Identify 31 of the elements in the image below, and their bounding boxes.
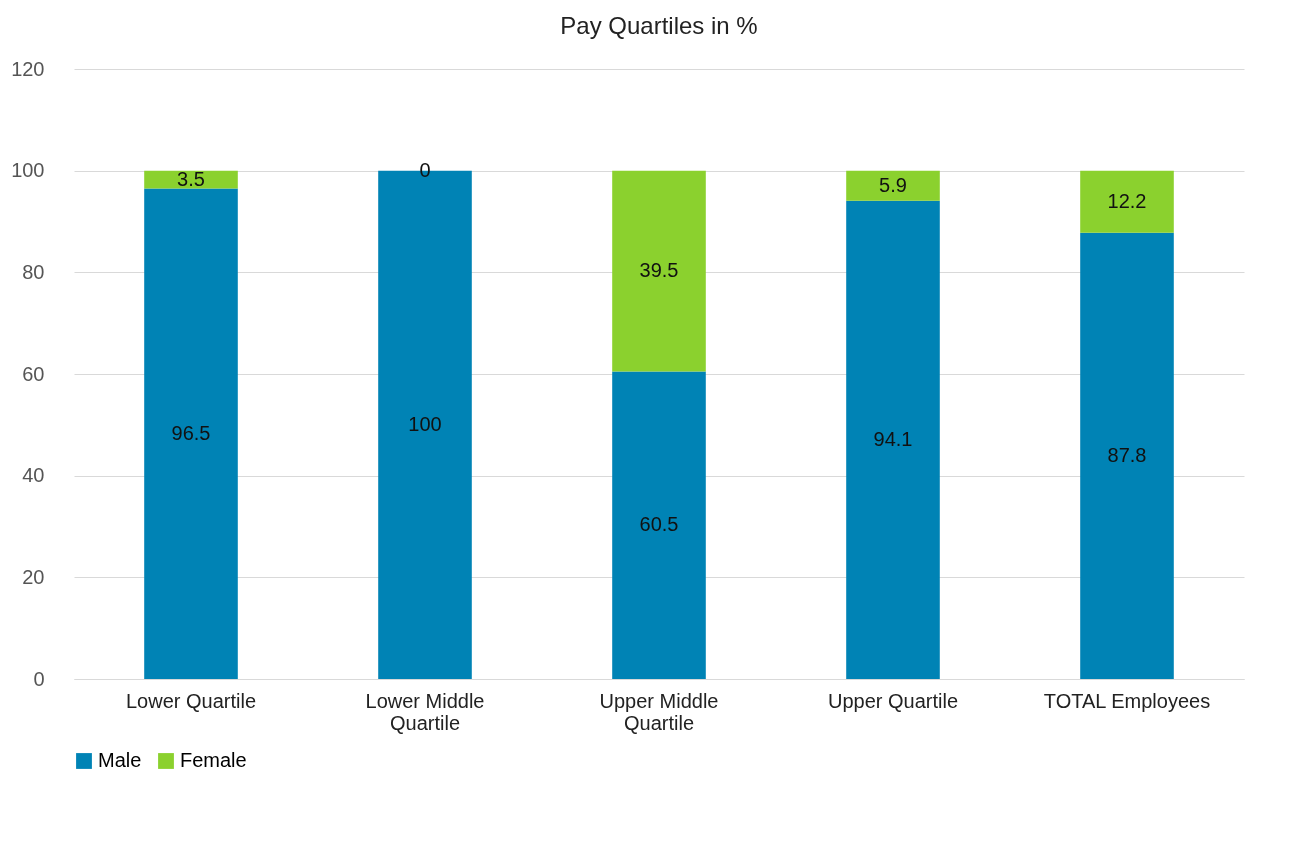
bar: [846, 200, 940, 679]
legend-label: Male: [98, 749, 142, 771]
y-tick-label: 120: [11, 57, 45, 80]
legend-label: Female: [180, 749, 247, 771]
x-tick-label: Lower Middle Quartile: [365, 689, 485, 734]
data-label: 39.5: [639, 259, 679, 282]
y-tick-label: 80: [22, 260, 45, 283]
bar: [612, 170, 706, 372]
data-label: 12.2: [1107, 189, 1147, 212]
y-tick-label: 0: [33, 667, 45, 690]
data-label: 96.5: [171, 421, 211, 444]
bar: [1080, 170, 1174, 233]
data-label: 94.1: [873, 427, 913, 450]
data-label: 87.8: [1107, 443, 1147, 466]
data-label: 5.9: [879, 173, 907, 196]
data-label: 60.5: [639, 513, 679, 536]
bar: [144, 188, 238, 679]
y-tick-label: 20: [22, 565, 45, 588]
data-label: 100: [408, 412, 442, 435]
bar: [1080, 232, 1174, 679]
y-tick-label: 40: [22, 464, 45, 487]
x-tick-label: Lower Quartile: [125, 689, 257, 712]
y-tick-label: 100: [11, 159, 45, 182]
data-label: 3.5: [177, 167, 205, 190]
y-tick-label: 60: [22, 362, 45, 385]
bar: [612, 371, 706, 679]
chart-title: Pay Quartiles in %: [560, 12, 758, 39]
x-tick-label: Upper Quartile: [827, 689, 959, 712]
bar: [846, 170, 940, 201]
x-tick-label: Upper Middle Quartile: [599, 689, 719, 734]
x-tick-label: TOTAL Employees: [1043, 689, 1211, 712]
